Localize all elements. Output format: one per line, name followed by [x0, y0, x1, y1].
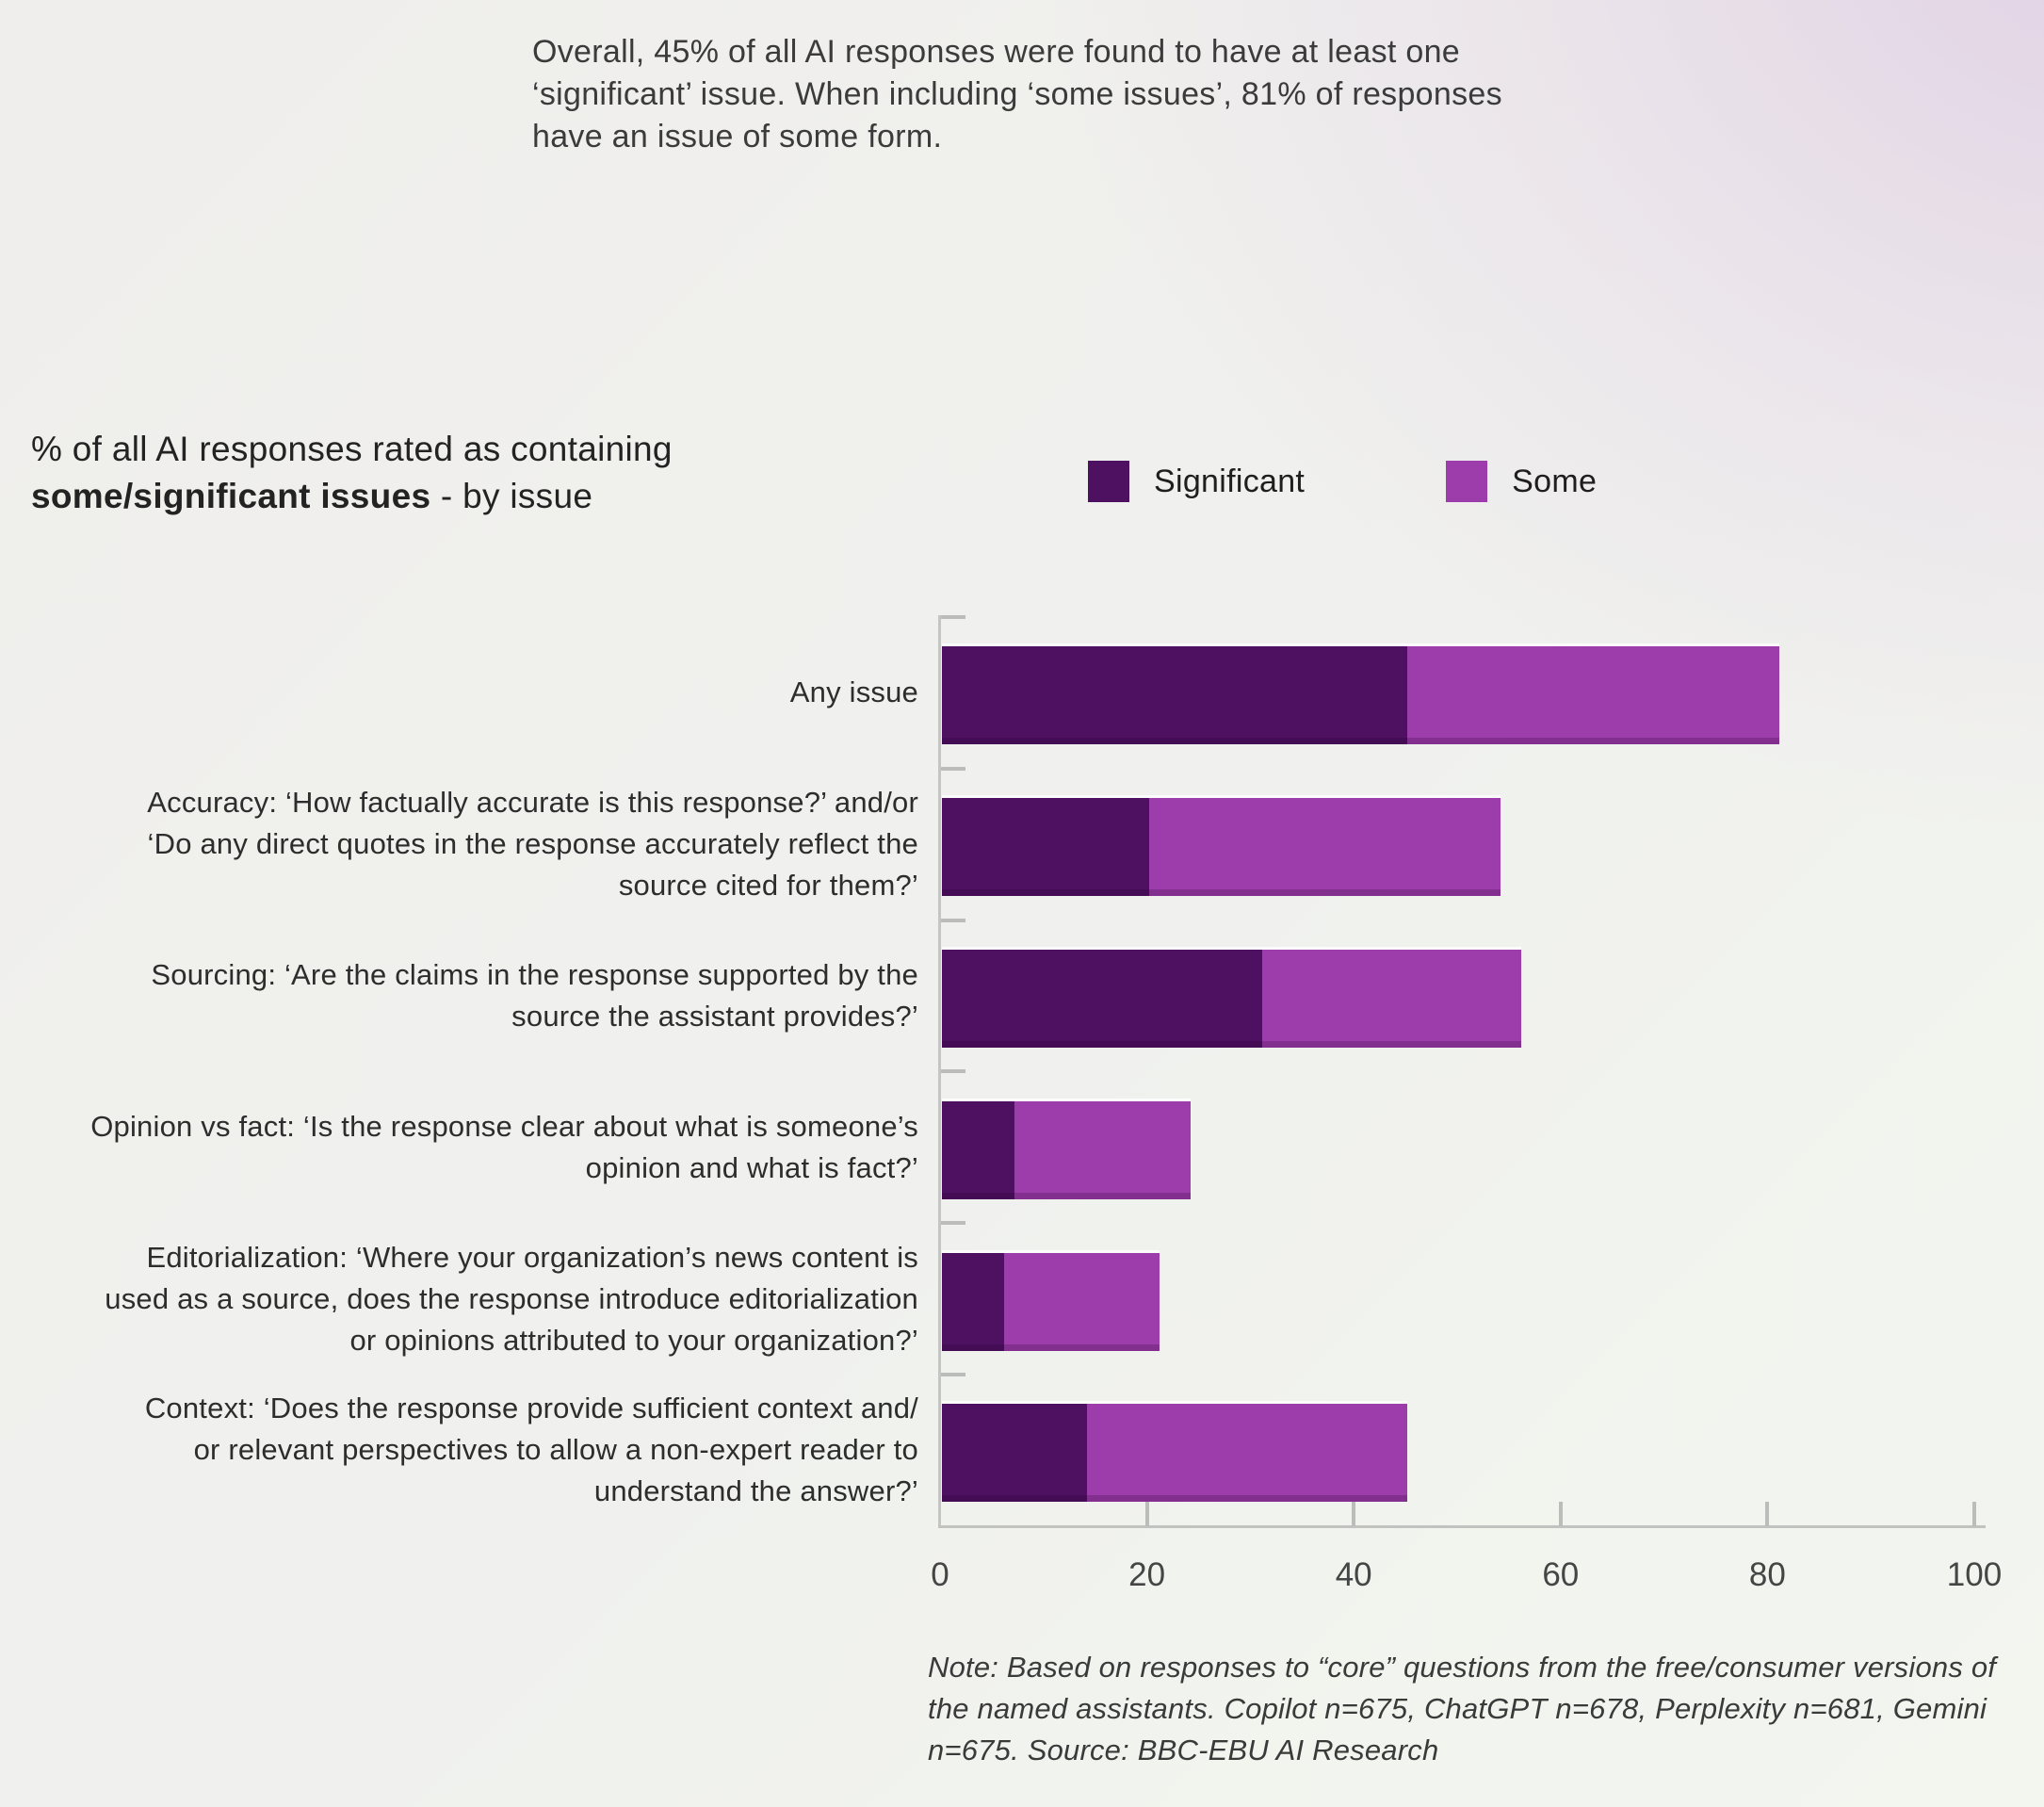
x-axis-tick-label: 60	[1542, 1556, 1580, 1593]
stacked-bar	[942, 643, 1780, 745]
legend-item-some: Some	[1446, 461, 1597, 502]
note-line-2: versions of the named assistants. Copilo…	[928, 1651, 1997, 1725]
chart-title-line1: % of all AI responses rated as containin…	[31, 430, 673, 468]
category-label: Sourcing: ‘Are the claims in the respons…	[151, 957, 918, 1033]
some-swatch-icon	[1446, 461, 1488, 502]
bar-segment-some	[1003, 1252, 1160, 1351]
category-label: Accuracy: ‘How factually accurate is thi…	[147, 786, 918, 903]
x-axis-tick	[1972, 1502, 1976, 1526]
x-axis-line	[938, 1525, 1986, 1528]
x-axis-tick	[1765, 1502, 1770, 1526]
x-axis-tick-label: 20	[1128, 1556, 1166, 1593]
y-axis-tick	[941, 1069, 965, 1074]
y-axis-line	[938, 615, 941, 1528]
x-axis-tick-label: 0	[931, 1556, 949, 1593]
category-label: Editorialization: ‘Where your organizati…	[105, 1240, 918, 1357]
bar-segment-significant	[942, 1404, 1087, 1503]
legend-label-some: Some	[1512, 463, 1598, 499]
x-axis-tick-label: 80	[1748, 1556, 1786, 1593]
stacked-bar	[942, 795, 1501, 897]
chart-title: % of all AI responses rated as containin…	[31, 426, 673, 520]
legend-item-significant: Significant	[1088, 461, 1305, 502]
y-axis-tick	[941, 918, 965, 922]
x-axis-tick-label: 40	[1335, 1556, 1372, 1593]
y-axis-tick	[941, 1221, 965, 1226]
stacked-bar	[942, 1401, 1408, 1503]
x-axis-tick	[1558, 1502, 1563, 1526]
x-axis-tick	[1144, 1502, 1149, 1526]
note-line-1: Note: Based on responses to “core” quest…	[928, 1651, 1845, 1684]
chart-title-rest: - by issue	[430, 477, 593, 515]
source-note: Note: Based on responses to “core” quest…	[928, 1647, 2002, 1771]
category-label: Context: ‘Does the response provide suff…	[144, 1392, 918, 1508]
chart-legend: Significant Some	[1088, 461, 1597, 502]
bar-segment-some	[1407, 646, 1780, 745]
chart-title-bold: some/significant issues	[31, 477, 431, 515]
bar-segment-some	[1086, 1404, 1408, 1503]
x-axis-tick	[1352, 1502, 1356, 1526]
bar-segment-some	[1148, 798, 1501, 897]
summary-line-1: Overall, 45% of all AI responses were fo…	[532, 34, 1460, 70]
bar-segment-significant	[942, 798, 1149, 897]
note-line-3: n=681, Gemini n=675. Source: BBC-EBU AI …	[928, 1692, 1987, 1766]
y-axis-tick	[941, 615, 965, 619]
stacked-bar	[942, 1249, 1160, 1351]
x-axis-tick-label: 100	[1946, 1556, 2003, 1593]
category-label: Any issue	[789, 676, 918, 709]
stacked-bar	[942, 1098, 1191, 1199]
bar-segment-significant	[942, 950, 1263, 1048]
significant-swatch-icon	[1088, 461, 1129, 502]
summary-line-3: have an issue of some form.	[532, 119, 943, 155]
summary-text: Overall, 45% of all AI responses were fo…	[532, 31, 1512, 158]
y-axis-tick	[941, 766, 965, 771]
category-label: Opinion vs fact: ‘Is the response clear …	[90, 1109, 918, 1184]
bar-segment-significant	[942, 646, 1408, 745]
summary-line-2: ‘significant’ issue. When including ‘som…	[532, 76, 1502, 112]
bar-segment-significant	[942, 1252, 1004, 1351]
bar-segment-some	[1014, 1100, 1191, 1199]
legend-label-significant: Significant	[1154, 463, 1306, 499]
stacked-bar	[942, 947, 1521, 1048]
y-axis-tick	[941, 1373, 965, 1376]
bar-segment-some	[1262, 950, 1521, 1048]
bar-segment-significant	[942, 1100, 1014, 1199]
